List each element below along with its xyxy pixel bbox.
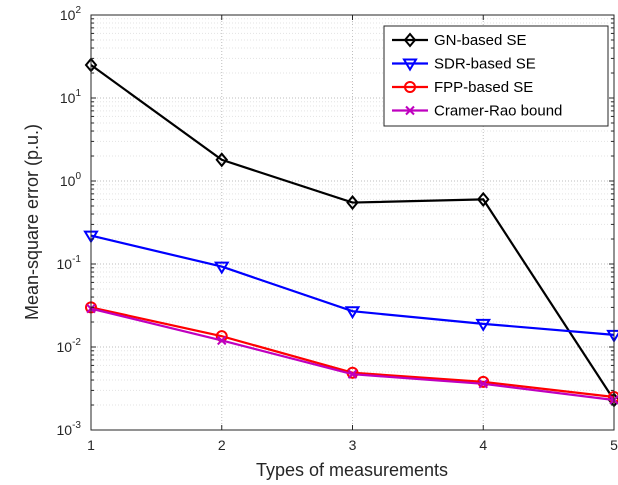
legend-label: SDR-based SE: [434, 56, 536, 73]
x-tick-label: 3: [349, 437, 357, 453]
data-point: [477, 375, 490, 388]
legend-label: FPP-based SE: [434, 79, 533, 96]
legend-marker: [402, 58, 418, 72]
y-tick-label: 10-3: [57, 420, 82, 438]
y-tick-label: 101: [60, 88, 82, 106]
data-point: [475, 318, 492, 332]
x-tick-label: 2: [218, 437, 226, 453]
legend-marker: [403, 32, 417, 48]
legend-label: Cramer-Rao bound: [434, 103, 562, 120]
marker-stroke: [478, 379, 488, 389]
legend-box: [383, 25, 609, 127]
data-point: [215, 152, 229, 168]
x-tick-label: 4: [479, 437, 487, 453]
y-tick-label: 100: [60, 171, 82, 189]
series-line: [90, 306, 615, 399]
legend-item: SDR-based SE: [392, 56, 536, 73]
data-point: [217, 335, 227, 346]
x-tick-label: 1: [87, 437, 95, 453]
series-line: [90, 64, 615, 401]
marker-stroke: [217, 335, 227, 346]
legend-item: FPP-based SE: [392, 79, 533, 96]
data-point: [213, 261, 230, 275]
series-line: [90, 234, 615, 336]
legend-item: GN-based SE: [392, 32, 527, 49]
legend-marker: [404, 81, 416, 93]
y-tick-label: 10-2: [57, 337, 82, 355]
x-axis-label: Types of measurements: [256, 460, 448, 480]
data-point: [347, 369, 358, 379]
data-point: [344, 306, 361, 320]
y-tick-label: 10-1: [57, 254, 82, 272]
ticks: 1 2 3 4 5 10-3 10-2 10-1 100 101 102: [57, 5, 618, 453]
legend-marker: [405, 105, 415, 116]
y-axis-label: Mean-square error (p.u.): [22, 124, 42, 320]
data-point: [346, 194, 359, 211]
legend-item: Cramer-Rao bound: [392, 103, 562, 120]
legend: GN-based SE SDR-based SE FPP-based SE Crame…: [383, 25, 609, 127]
data-point: [476, 191, 490, 207]
y-tick-label: 102: [60, 5, 82, 23]
marker-stroke: [347, 369, 358, 379]
marker-stroke: [405, 105, 415, 116]
data-point: [478, 379, 488, 389]
legend-label: GN-based SE: [434, 32, 527, 49]
x-tick-label: 5: [610, 437, 618, 453]
